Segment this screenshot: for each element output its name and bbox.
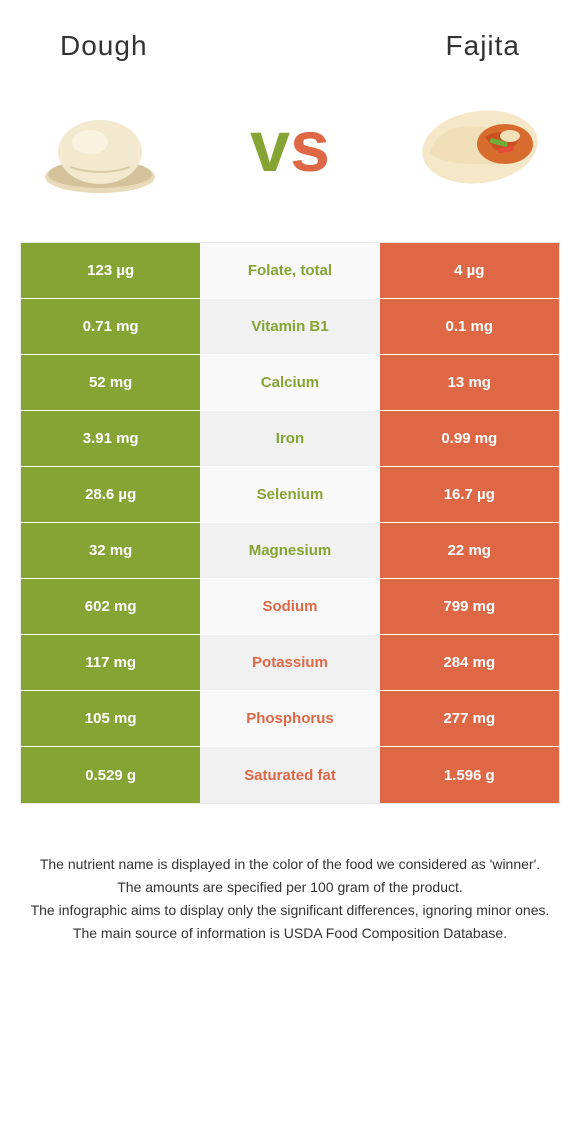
right-value-cell: 1.596 g (380, 747, 559, 803)
left-value-cell: 123 µg (21, 243, 200, 298)
table-row: 105 mgPhosphorus277 mg (21, 691, 559, 747)
nutrient-name-cell: Calcium (200, 355, 379, 410)
right-value-cell: 799 mg (380, 579, 559, 634)
left-value-cell: 0.71 mg (21, 299, 200, 354)
nutrient-name-cell: Selenium (200, 467, 379, 522)
nutrient-name-cell: Phosphorus (200, 691, 379, 746)
header: Dough Fajita (0, 0, 580, 82)
table-row: 32 mgMagnesium22 mg (21, 523, 559, 579)
nutrient-table: 123 µgFolate, total4 µg0.71 mgVitamin B1… (20, 242, 560, 804)
right-value-cell: 4 µg (380, 243, 559, 298)
left-value-cell: 3.91 mg (21, 411, 200, 466)
images-row: vs (0, 82, 580, 242)
left-value-cell: 117 mg (21, 635, 200, 690)
right-value-cell: 0.99 mg (380, 411, 559, 466)
footnote-line: The nutrient name is displayed in the co… (30, 854, 550, 875)
right-value-cell: 22 mg (380, 523, 559, 578)
vs-v-letter: v (250, 107, 290, 187)
nutrient-name-cell: Folate, total (200, 243, 379, 298)
nutrient-name-cell: Iron (200, 411, 379, 466)
vs-s-letter: s (290, 107, 330, 187)
table-row: 28.6 µgSelenium16.7 µg (21, 467, 559, 523)
left-value-cell: 28.6 µg (21, 467, 200, 522)
right-food-title: Fajita (446, 30, 520, 62)
right-value-cell: 16.7 µg (380, 467, 559, 522)
left-value-cell: 0.529 g (21, 747, 200, 803)
left-food-title: Dough (60, 30, 148, 62)
table-row: 123 µgFolate, total4 µg (21, 243, 559, 299)
fajita-image (410, 92, 550, 202)
right-value-cell: 13 mg (380, 355, 559, 410)
dough-image (30, 92, 170, 202)
left-value-cell: 32 mg (21, 523, 200, 578)
table-row: 3.91 mgIron0.99 mg (21, 411, 559, 467)
table-row: 52 mgCalcium13 mg (21, 355, 559, 411)
table-row: 0.529 gSaturated fat1.596 g (21, 747, 559, 803)
table-row: 602 mgSodium799 mg (21, 579, 559, 635)
footnote-line: The amounts are specified per 100 gram o… (30, 877, 550, 898)
left-value-cell: 602 mg (21, 579, 200, 634)
right-value-cell: 0.1 mg (380, 299, 559, 354)
vs-label: vs (250, 111, 330, 183)
footnotes: The nutrient name is displayed in the co… (0, 804, 580, 966)
right-value-cell: 284 mg (380, 635, 559, 690)
table-row: 0.71 mgVitamin B10.1 mg (21, 299, 559, 355)
right-value-cell: 277 mg (380, 691, 559, 746)
nutrient-name-cell: Vitamin B1 (200, 299, 379, 354)
nutrient-name-cell: Potassium (200, 635, 379, 690)
nutrient-name-cell: Saturated fat (200, 747, 379, 803)
footnote-line: The main source of information is USDA F… (30, 923, 550, 944)
nutrient-name-cell: Magnesium (200, 523, 379, 578)
footnote-line: The infographic aims to display only the… (30, 900, 550, 921)
left-value-cell: 105 mg (21, 691, 200, 746)
nutrient-name-cell: Sodium (200, 579, 379, 634)
table-row: 117 mgPotassium284 mg (21, 635, 559, 691)
left-value-cell: 52 mg (21, 355, 200, 410)
